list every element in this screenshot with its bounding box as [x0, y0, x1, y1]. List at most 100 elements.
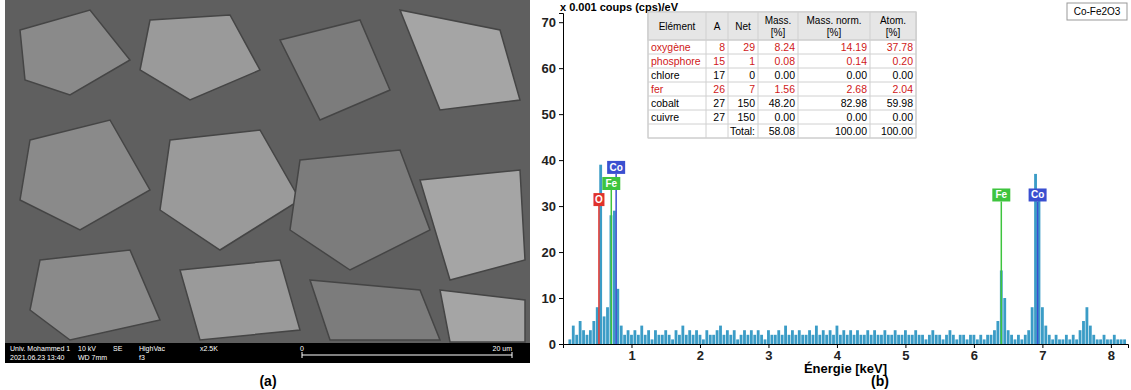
spectrum-bar	[962, 335, 965, 344]
spectrum-bar	[1096, 339, 1099, 344]
sem-particle	[280, 20, 390, 120]
spectrum-bar	[1020, 339, 1023, 344]
spectrum-bar	[729, 335, 732, 344]
sem-info: Univ. Mohammed 1	[10, 345, 70, 352]
element-line	[611, 190, 613, 344]
spectrum-bar	[887, 335, 890, 344]
spectrum-bar	[866, 330, 869, 344]
spectrum-bar	[599, 165, 602, 344]
spectrum-bar	[842, 330, 845, 344]
spectrum-bar	[808, 330, 811, 344]
spectrum-bar	[846, 335, 849, 344]
spectrum-bar	[897, 335, 900, 344]
tick-label: 10	[542, 291, 556, 306]
spectrum-bar	[613, 211, 616, 344]
spectrum-bar	[633, 330, 636, 344]
spectrum-bar	[938, 335, 941, 344]
table-cell: 0	[749, 69, 755, 81]
scale-bar	[302, 355, 512, 356]
spectrum-bar	[767, 330, 770, 344]
spectrum-bar	[815, 326, 818, 344]
table-cell: 27	[713, 111, 725, 123]
sem-particle	[420, 170, 525, 280]
element-label: Co	[1031, 189, 1044, 200]
spectrum-bar	[630, 335, 633, 344]
spectrum-bar	[1092, 335, 1095, 344]
spectrum-bar	[1079, 330, 1082, 344]
y-axis-title: x 0.001 coups (cps)/eV	[560, 1, 679, 13]
spectrum-bar	[914, 330, 917, 344]
element-label: Fe	[605, 178, 617, 189]
spectrum-bar	[1085, 307, 1088, 344]
spectrum-bar	[774, 335, 777, 344]
table-cell: 8	[719, 41, 725, 53]
sem-panel: Univ. Mohammed 110 kVSEHighVacx2.5K2021.…	[5, 0, 530, 363]
spectrum-bar	[719, 326, 722, 344]
table-cell: 8.24	[775, 41, 796, 53]
sem-particle	[290, 150, 430, 270]
spectrum-bar	[699, 335, 702, 344]
spectrum-bar	[1058, 339, 1061, 344]
sem-info: SE	[113, 345, 123, 352]
table-header: [%]	[827, 27, 842, 38]
spectrum-bar	[1038, 192, 1041, 344]
spectrum-bar	[678, 335, 681, 344]
table-cell: 0.08	[775, 55, 796, 67]
spectrum-bar	[733, 330, 736, 344]
plot-area	[568, 165, 1126, 344]
spectrum-bar	[935, 335, 938, 344]
sem-info: x2.5K	[200, 345, 218, 352]
spectrum-bar	[592, 321, 595, 344]
tick-mark	[559, 22, 563, 23]
table-cell: 0.00	[893, 111, 914, 123]
spectrum-bar	[1014, 339, 1017, 344]
tick-mark	[559, 252, 563, 253]
tick-label: 40	[542, 153, 556, 168]
spectrum-bar	[1123, 339, 1126, 344]
table-cell: 82.98	[841, 97, 867, 109]
spectrum-bar	[1055, 335, 1058, 344]
tick-label: 0	[549, 337, 556, 352]
element-label: Co	[609, 162, 622, 173]
sem-particle	[30, 250, 160, 340]
spectrum-bar	[791, 330, 794, 344]
spectrum-bar	[1113, 335, 1116, 344]
tick: 7	[1039, 344, 1046, 363]
table-cell: 0.00	[775, 111, 796, 123]
spectrum-bar	[870, 335, 873, 344]
table-total-cell: 100.00	[881, 125, 913, 137]
tick: 60	[542, 61, 563, 76]
spectrum-bar	[996, 321, 999, 344]
table-rule	[916, 12, 917, 138]
figure: Univ. Mohammed 110 kVSEHighVacx2.5K2021.…	[0, 0, 1131, 390]
spectrum-bar	[890, 335, 893, 344]
spectrum-bar	[849, 330, 852, 344]
table-header: A	[714, 21, 721, 32]
spectrum-bar	[640, 326, 643, 344]
tick-label: 8	[1108, 348, 1115, 363]
spectrum-bar	[781, 335, 784, 344]
spectrum-bar	[979, 335, 982, 344]
table-cell: 15	[713, 55, 725, 67]
table-cell: 7	[749, 83, 755, 95]
tick-mark	[559, 68, 563, 69]
tick-mark	[559, 206, 563, 207]
spectrum-bar	[1051, 339, 1054, 344]
table-cell: 48.20	[769, 97, 795, 109]
table-header: Elément	[659, 21, 696, 32]
table-header: Mass.	[765, 15, 792, 26]
spectrum-bar	[822, 330, 825, 344]
legend-entry: Co-Fe2O3	[1074, 6, 1121, 17]
scale-label: 0	[300, 345, 304, 352]
spectrum-bar	[1041, 307, 1044, 344]
spectrum-bar	[579, 321, 582, 344]
spectrum-bar	[661, 335, 664, 344]
spectrum-bar	[856, 330, 859, 344]
spectrum-bar	[784, 326, 787, 344]
spectrum-bar	[942, 339, 945, 344]
spectrum-bar	[572, 326, 575, 344]
scale-bar-end	[512, 352, 513, 358]
spectrum-bar	[952, 335, 955, 344]
spectrum-bar	[801, 335, 804, 344]
spectrum-bar	[788, 335, 791, 344]
